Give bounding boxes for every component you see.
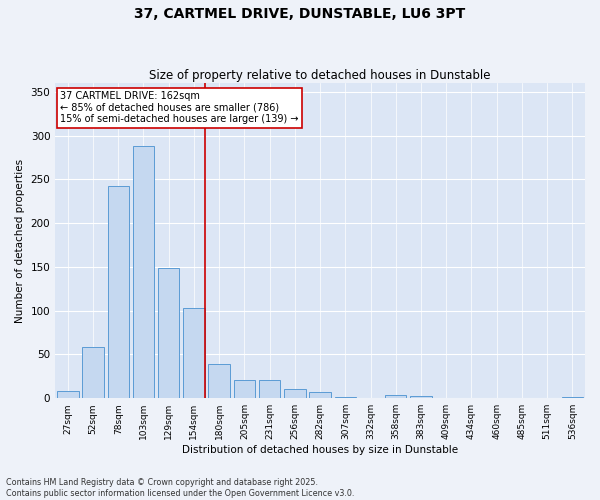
Bar xyxy=(158,268,179,398)
Bar xyxy=(410,396,432,398)
Bar xyxy=(107,186,129,398)
Bar xyxy=(385,394,406,398)
Bar xyxy=(233,380,255,398)
Y-axis label: Number of detached properties: Number of detached properties xyxy=(15,158,25,323)
Bar xyxy=(284,390,305,398)
Bar xyxy=(208,364,230,398)
Bar xyxy=(82,346,104,398)
Text: 37, CARTMEL DRIVE, DUNSTABLE, LU6 3PT: 37, CARTMEL DRIVE, DUNSTABLE, LU6 3PT xyxy=(134,8,466,22)
X-axis label: Distribution of detached houses by size in Dunstable: Distribution of detached houses by size … xyxy=(182,445,458,455)
Bar xyxy=(183,308,205,398)
Bar xyxy=(259,380,280,398)
Bar xyxy=(133,146,154,398)
Text: Contains HM Land Registry data © Crown copyright and database right 2025.
Contai: Contains HM Land Registry data © Crown c… xyxy=(6,478,355,498)
Title: Size of property relative to detached houses in Dunstable: Size of property relative to detached ho… xyxy=(149,69,491,82)
Bar xyxy=(310,392,331,398)
Text: 37 CARTMEL DRIVE: 162sqm
← 85% of detached houses are smaller (786)
15% of semi-: 37 CARTMEL DRIVE: 162sqm ← 85% of detach… xyxy=(61,91,299,124)
Bar xyxy=(57,391,79,398)
